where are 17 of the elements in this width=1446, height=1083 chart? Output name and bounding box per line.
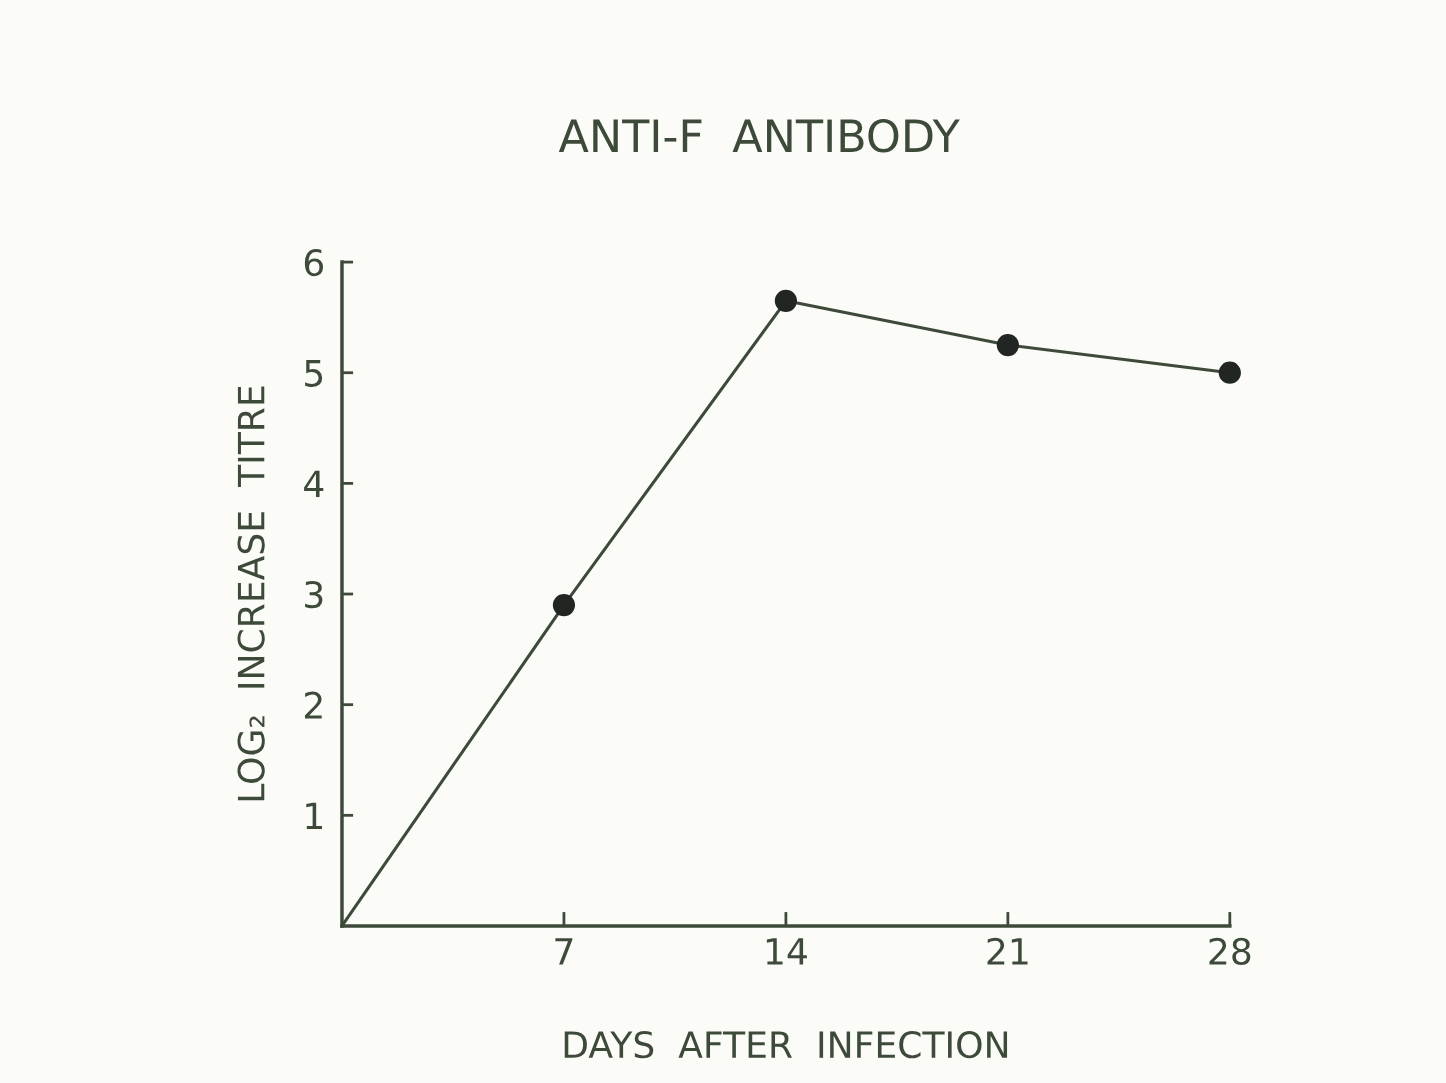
- y-axis-title: LOG₂ INCREASE TITRE: [237, 386, 265, 801]
- point: [552, 593, 576, 617]
- x-axis-title: DAYS AFTER INFECTION: [564, 1031, 1008, 1059]
- chart-title: ANTI-F ANTIBODY: [558, 118, 960, 153]
- y-tick-label: 6: [304, 249, 324, 277]
- y-tick-label: 5: [305, 360, 323, 387]
- y-tick-label: 2: [304, 691, 322, 719]
- point: [1218, 361, 1241, 384]
- y-tick-label: 1: [306, 802, 322, 830]
- x-tick-label: 21: [987, 937, 1028, 965]
- x-tick-label: 28: [1209, 937, 1251, 966]
- point: [774, 289, 798, 312]
- y-tick-label: 3: [305, 580, 323, 609]
- y-tick-label: 4: [304, 470, 324, 498]
- x-tick-label: 14: [766, 938, 807, 965]
- point: [996, 333, 1019, 357]
- x-tick-label: 7: [555, 938, 573, 965]
